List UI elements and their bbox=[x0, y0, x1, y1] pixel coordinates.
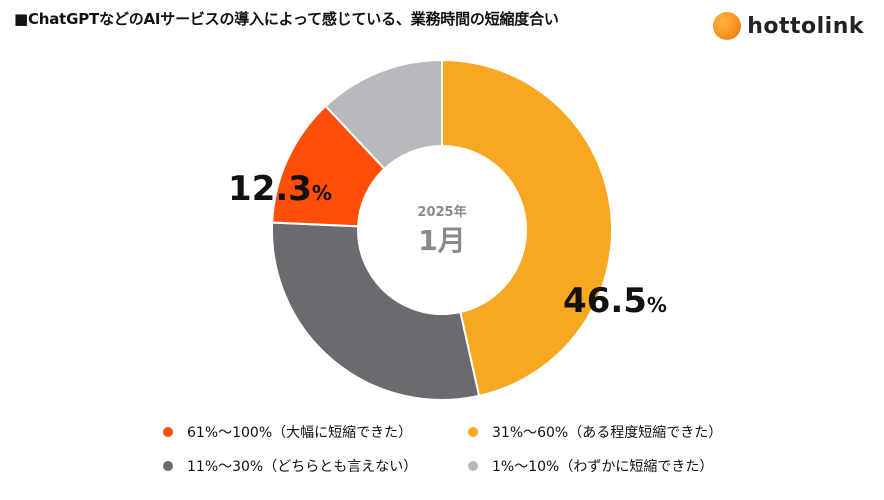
brand-name: hottolink bbox=[747, 13, 864, 39]
legend-item-1: 31%〜60%（ある程度短縮できた） bbox=[468, 422, 722, 442]
slice-data-label-2: 12.3% bbox=[228, 169, 332, 209]
slice-data-label-0: 46.5% bbox=[563, 281, 667, 321]
center-year-label: 2025年 bbox=[417, 204, 466, 220]
pie-slice-0 bbox=[441, 58, 613, 398]
legend-swatch-icon bbox=[163, 427, 173, 437]
pie-slice-1 bbox=[271, 221, 481, 401]
donut-chart: 46.5% 12.3% 2025年 1月 bbox=[228, 58, 667, 401]
orange-circle-logo-icon bbox=[713, 12, 742, 40]
legend-label: 61%〜100%（大幅に短縮できた） bbox=[187, 425, 413, 441]
legend-swatch-icon bbox=[163, 461, 173, 471]
legend-label: 31%〜60%（ある程度短縮できた） bbox=[492, 425, 723, 441]
legend-item-0: 61%〜100%（大幅に短縮できた） bbox=[163, 422, 412, 442]
legend-item-2: 11%〜30%（どちらとも言えない） bbox=[163, 456, 417, 476]
chart-title: ■ChatGPTなどのAIサービスの導入によって感じている、業務時間の短縮度合い bbox=[14, 10, 559, 28]
legend-item-3: 1%〜10%（わずかに短縮できた） bbox=[468, 456, 713, 476]
legend-label: 11%〜30%（どちらとも言えない） bbox=[187, 459, 418, 475]
pie-slice-3 bbox=[324, 58, 443, 171]
legend-label: 1%〜10%（わずかに短縮できた） bbox=[492, 459, 714, 475]
center-month-label: 1月 bbox=[418, 224, 465, 257]
legend-swatch-icon bbox=[468, 461, 478, 471]
legend-swatch-icon bbox=[468, 427, 478, 437]
brand-logo: hottolink bbox=[713, 12, 864, 40]
chart-legend: 61%〜100%（大幅に短縮できた） 31%〜60%（ある程度短縮できた） 11%〜… bbox=[0, 422, 884, 492]
